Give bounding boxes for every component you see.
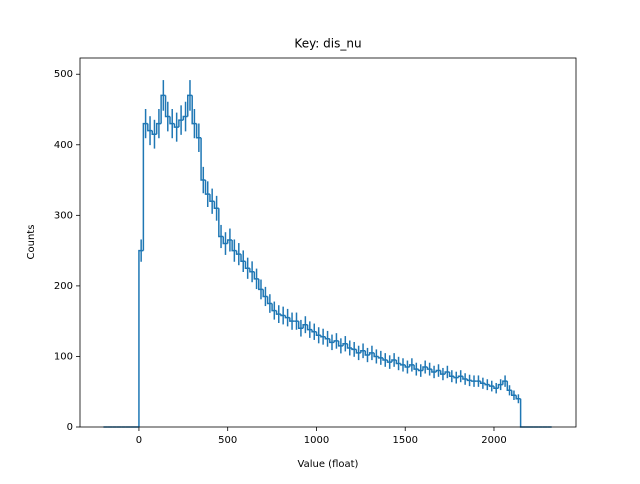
x-tick-label: 1500 [392, 435, 417, 446]
y-tick-label: 200 [54, 281, 73, 292]
y-tick-label: 0 [67, 422, 73, 433]
x-tick-label: 0 [136, 435, 142, 446]
x-tick-label: 1000 [304, 435, 329, 446]
x-tick-label: 2000 [481, 435, 506, 446]
y-tick-label: 500 [54, 69, 73, 80]
x-axis-label: Value (float) [298, 459, 359, 470]
y-tick-label: 300 [54, 210, 73, 221]
x-tick-label: 500 [218, 435, 237, 446]
y-tick-label: 400 [54, 140, 73, 151]
chart-title: Key: dis_nu [294, 37, 361, 51]
y-axis-label: Counts [26, 225, 37, 260]
y-tick-label: 100 [54, 351, 73, 362]
plot-frame [79, 57, 577, 428]
